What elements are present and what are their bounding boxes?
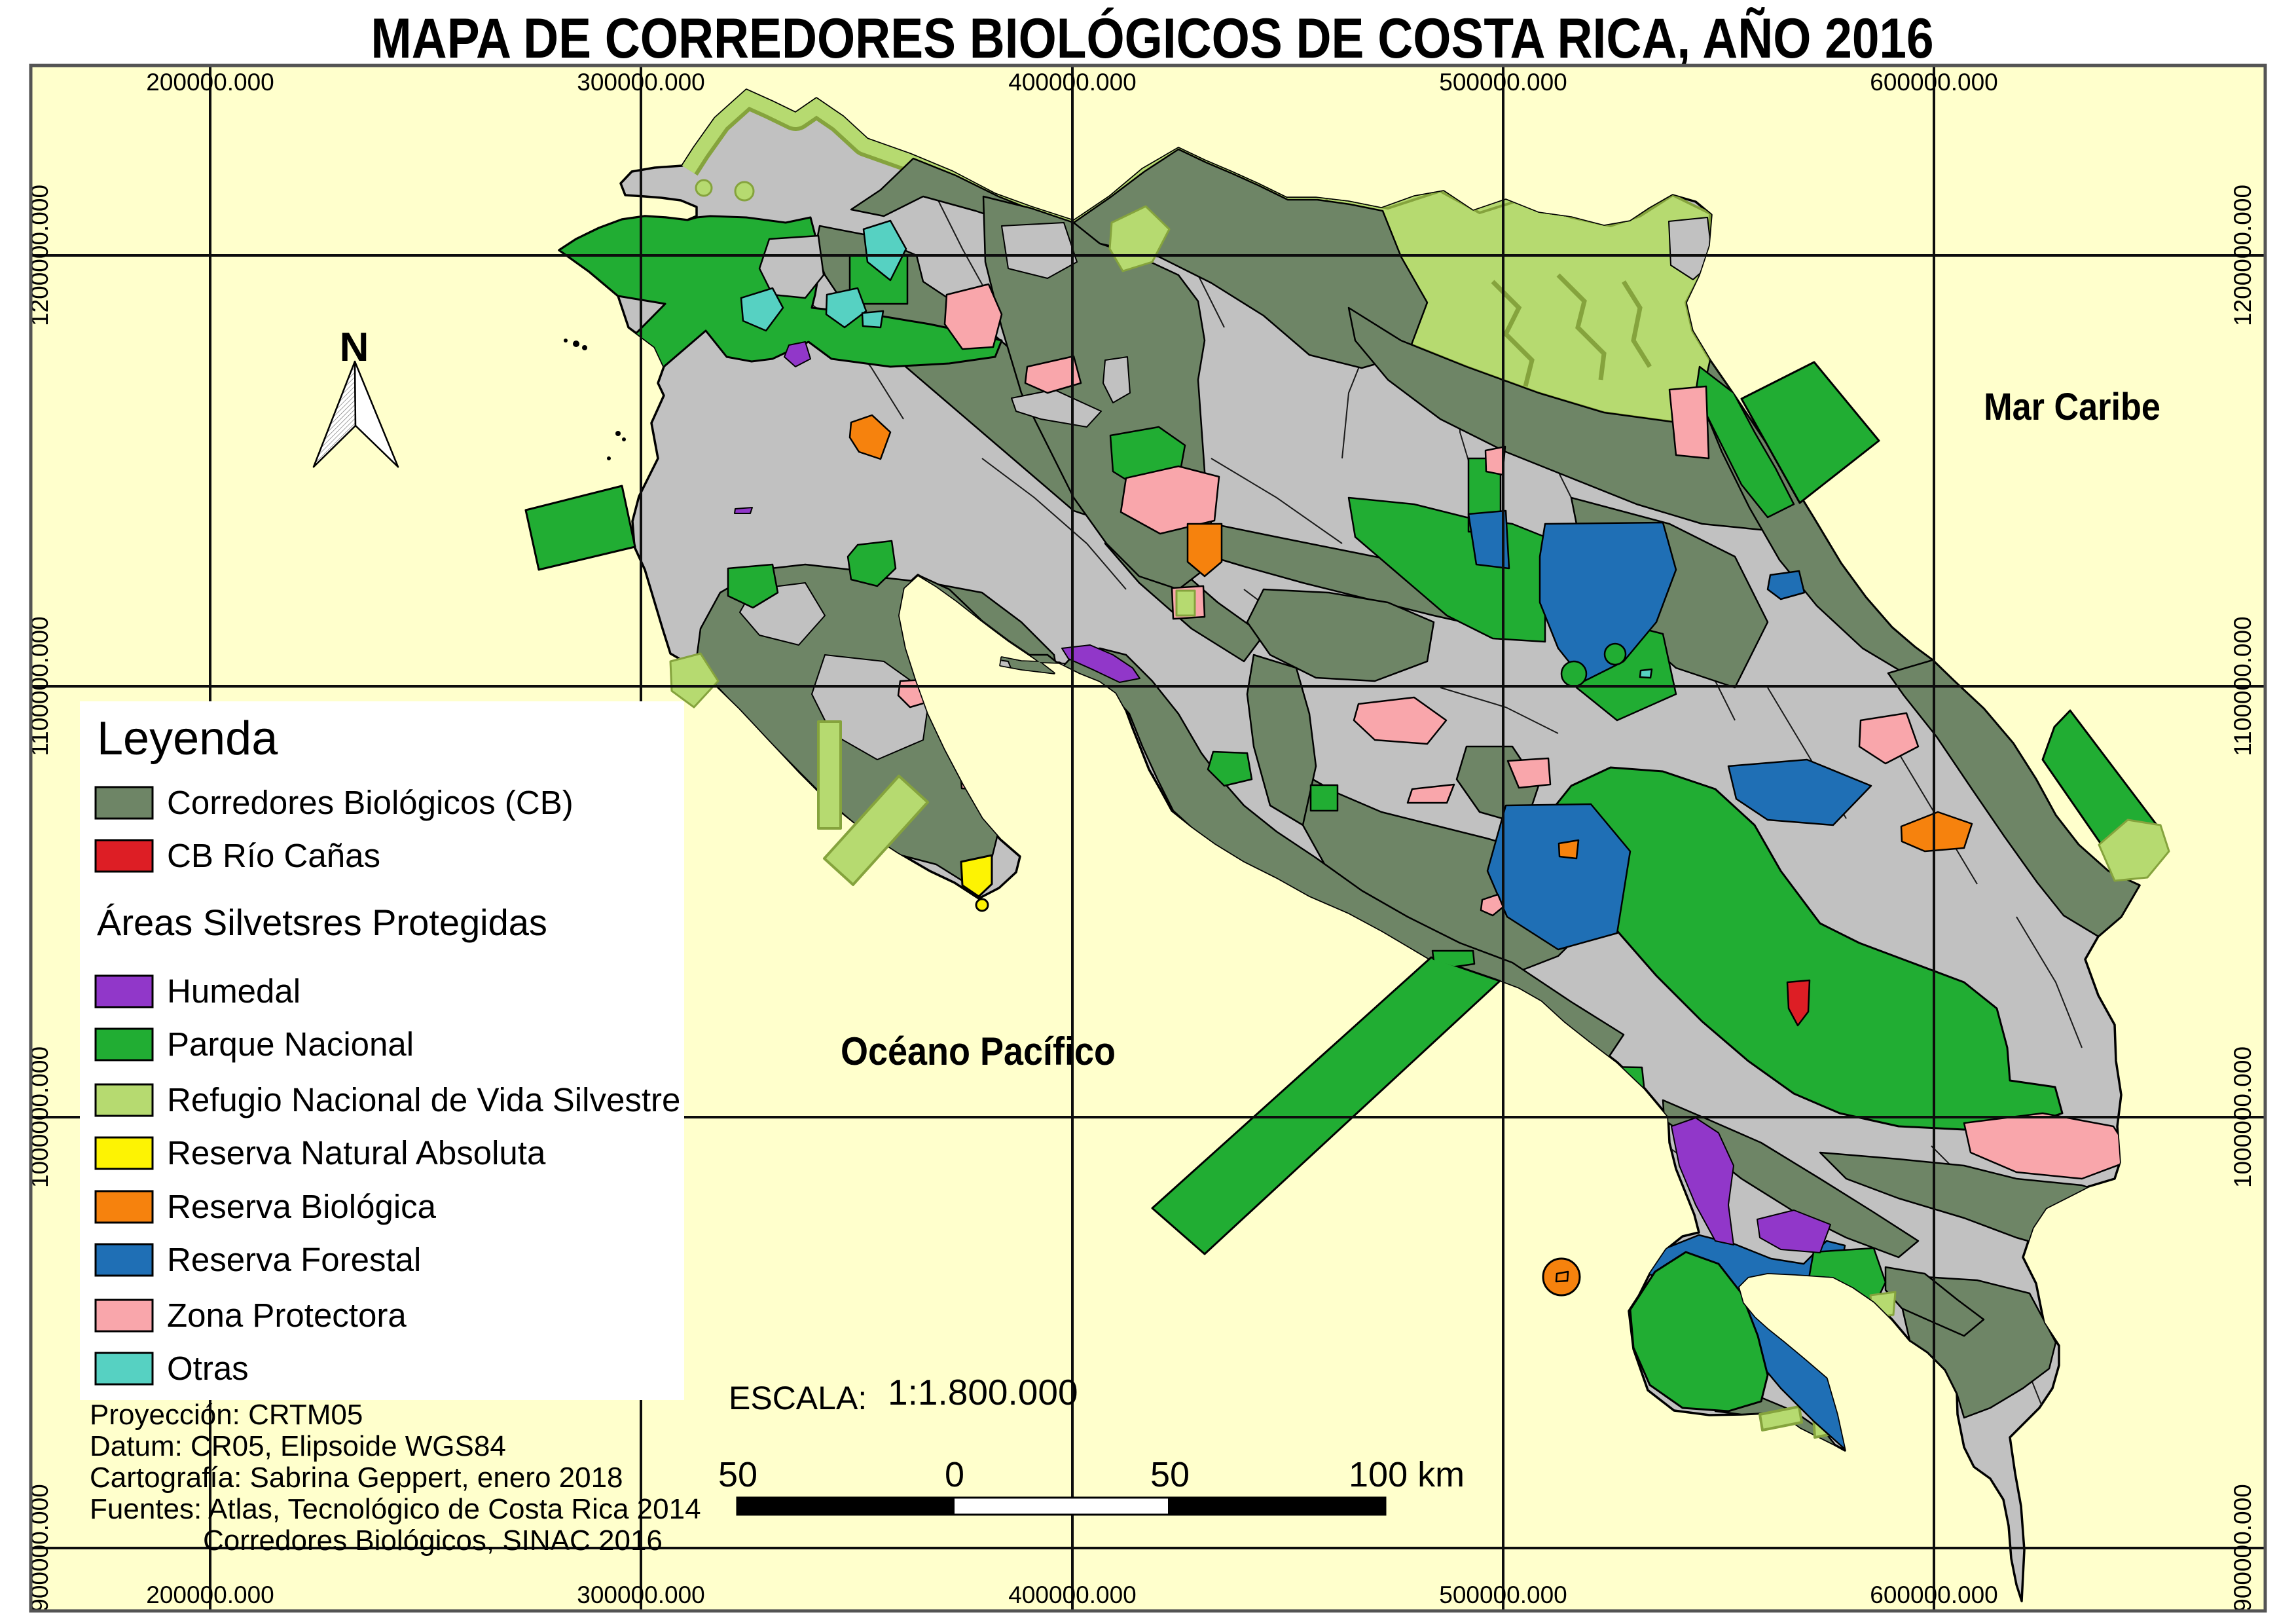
svg-text:MAPA DE CORREDORES BIOLÓGICOS: MAPA DE CORREDORES BIOLÓGICOS DE COSTA R… <box>371 7 1933 70</box>
svg-text:1200000.000: 1200000.000 <box>2229 185 2256 326</box>
svg-text:300000.000: 300000.000 <box>577 1581 704 1608</box>
svg-text:50: 50 <box>718 1455 757 1494</box>
svg-text:Áreas Silvetsres Protegidas: Áreas Silvetsres Protegidas <box>97 902 547 943</box>
svg-text:600000.000: 600000.000 <box>1870 1581 1997 1608</box>
svg-text:Datum: CR05, Elipsoide WGS84: Datum: CR05, Elipsoide WGS84 <box>90 1430 506 1462</box>
svg-text:Fuentes: Atlas, Tecnológico de: Fuentes: Atlas, Tecnológico de Costa Ric… <box>90 1493 701 1525</box>
svg-text:100 km: 100 km <box>1349 1455 1465 1494</box>
svg-text:1100000.000: 1100000.000 <box>2229 616 2256 756</box>
svg-text:Humedal: Humedal <box>167 972 301 1010</box>
svg-text:Océano Pacífico: Océano Pacífico <box>841 1029 1116 1073</box>
svg-text:500000.000: 500000.000 <box>1439 69 1567 96</box>
svg-text:ESCALA:: ESCALA: <box>729 1380 867 1416</box>
svg-text:400000.000: 400000.000 <box>1008 69 1136 96</box>
svg-text:500000.000: 500000.000 <box>1439 1581 1567 1608</box>
svg-text:Zona Protectora: Zona Protectora <box>167 1297 407 1334</box>
svg-text:50: 50 <box>1150 1455 1190 1494</box>
svg-text:900000.000: 900000.000 <box>2229 1484 2256 1612</box>
svg-text:600000.000: 600000.000 <box>1870 69 1997 96</box>
svg-text:1000000.000: 1000000.000 <box>2229 1046 2256 1188</box>
svg-text:Otras: Otras <box>167 1350 249 1387</box>
svg-text:200000.000: 200000.000 <box>146 69 274 96</box>
svg-text:Cartografía: Sabrina Geppert,: Cartografía: Sabrina Geppert, enero 2018 <box>90 1462 623 1494</box>
svg-text:Mar Caribe: Mar Caribe <box>1984 385 2160 428</box>
svg-text:300000.000: 300000.000 <box>577 69 704 96</box>
svg-text:Proyección: CRTM05: Proyección: CRTM05 <box>90 1399 363 1431</box>
svg-text:Corredores Biológicos (CB): Corredores Biológicos (CB) <box>167 784 574 821</box>
svg-text:Refugio Nacional de Vida Silve: Refugio Nacional de Vida Silvestre <box>167 1081 680 1118</box>
svg-text:Reserva Natural Absoluta: Reserva Natural Absoluta <box>167 1134 546 1172</box>
svg-text:Reserva Forestal: Reserva Forestal <box>167 1241 421 1278</box>
svg-text:200000.000: 200000.000 <box>146 1581 274 1608</box>
svg-text:400000.000: 400000.000 <box>1008 1581 1136 1608</box>
svg-text:1:1.800.000: 1:1.800.000 <box>888 1372 1078 1412</box>
svg-text:CB Río Cañas: CB Río Cañas <box>167 837 380 874</box>
svg-text:Parque Nacional: Parque Nacional <box>167 1025 414 1063</box>
svg-text:Leyenda: Leyenda <box>97 712 278 765</box>
svg-text:Corredores Biológicos, SINAC 2: Corredores Biológicos, SINAC 2016 <box>203 1524 663 1557</box>
svg-text:Reserva Biológica: Reserva Biológica <box>167 1188 437 1225</box>
svg-text:0: 0 <box>945 1455 964 1494</box>
